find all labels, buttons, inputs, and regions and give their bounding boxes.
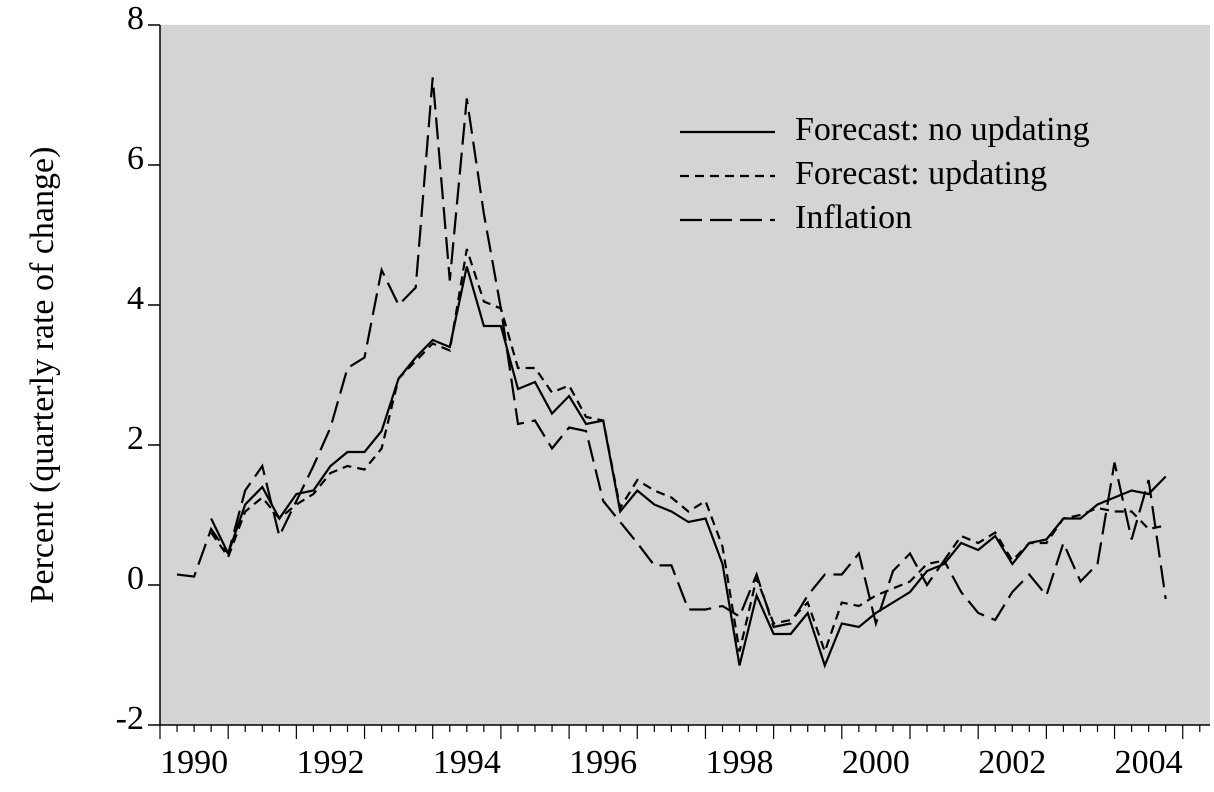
- x-tick-label: 1994: [433, 744, 501, 781]
- legend-label: Forecast: updating: [795, 155, 1047, 192]
- x-tick-label: 2000: [842, 744, 910, 781]
- y-tick-label: 6: [127, 140, 144, 177]
- series-line: [176, 77, 1167, 629]
- series-line: [210, 248, 1166, 655]
- x-tick-label: 1992: [296, 744, 364, 781]
- y-tick-label: 4: [127, 280, 144, 317]
- y-tick-label: 2: [127, 420, 144, 457]
- legend-label: Inflation: [795, 199, 912, 236]
- plot-area: [160, 25, 1210, 725]
- y-tick-label: 8: [127, 0, 144, 37]
- x-tick-label: 1990: [160, 744, 228, 781]
- y-axis-label: Percent (quarterly rate of change): [24, 147, 61, 604]
- series-line: [210, 266, 1167, 669]
- x-tick-label: 1998: [706, 744, 774, 781]
- x-tick-label: 2002: [978, 744, 1046, 781]
- legend-label: Forecast: no updating: [795, 111, 1090, 148]
- y-tick-label: 0: [127, 560, 144, 597]
- y-tick-label: -2: [116, 700, 144, 737]
- x-tick-label: 2004: [1115, 744, 1183, 781]
- x-tick-label: 1996: [569, 744, 637, 781]
